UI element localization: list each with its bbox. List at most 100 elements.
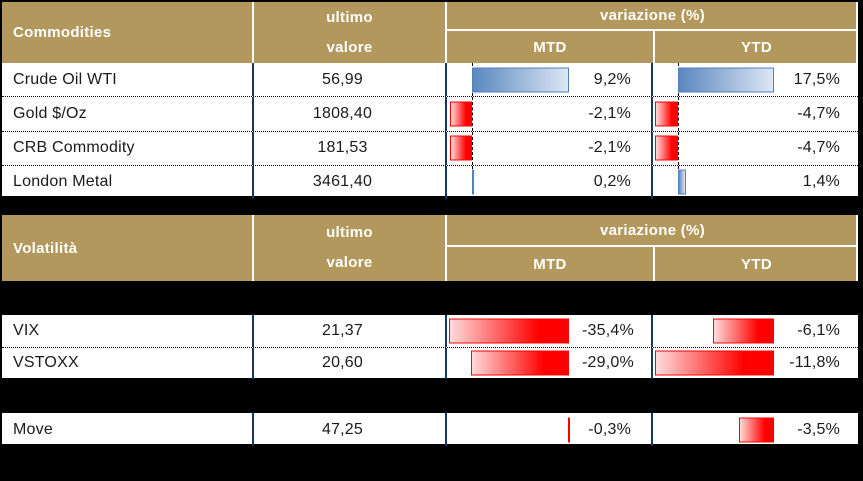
- ytd-header: YTD: [653, 247, 858, 281]
- mtd-bar-track: [447, 165, 582, 199]
- last-value: 1808,40: [252, 97, 445, 131]
- variation-header: variazione (%): [447, 215, 858, 247]
- mtd-variation-cell: 0,2%: [445, 165, 651, 199]
- volatility-title: Volatilità: [13, 239, 78, 257]
- mtd-negative-data-bar: [470, 350, 569, 376]
- ytd-variation-cell: 17,5%: [651, 63, 858, 97]
- commodities-title: Commodities: [13, 24, 112, 41]
- mtd-header: MTD: [533, 255, 567, 273]
- last-value: 181,53: [252, 131, 445, 165]
- mtd-change-value: -29,0%: [582, 354, 634, 372]
- ytd-negative-data-bar: [655, 350, 774, 376]
- ytd-variation-cell: -4,7%: [651, 97, 858, 131]
- mtd-bar-track: [447, 413, 582, 446]
- ytd-change-value: 17,5%: [793, 70, 840, 88]
- last-value-header: ultimo valore: [252, 215, 445, 281]
- variation-header-group: variazione (%) MTD YTD: [445, 2, 858, 63]
- table-row: London Metal 3461,40 0,2% 1,4%: [2, 164, 858, 199]
- ytd-negative-data-bar: [655, 101, 678, 127]
- ytd-bar-track: [653, 131, 789, 165]
- ytd-positive-data-bar: [678, 67, 775, 93]
- volatility-table: VIX 21,37 -35,4% -6,1% VSTOXX 20,60 -29,0% -11,…: [2, 315, 858, 380]
- last-value: 56,99: [252, 63, 445, 97]
- mtd-bar-track: [447, 348, 582, 380]
- mtd-bar-track: [447, 131, 582, 165]
- commodities-table: Crude Oil WTI 56,99 9,2% 17,5% Gold $/Oz 1808…: [2, 63, 858, 199]
- table-row: VIX 21,37 -35,4% -6,1%: [2, 315, 858, 347]
- ytd-variation-cell: -6,1%: [651, 315, 858, 347]
- ytd-change-value: -3,5%: [797, 420, 840, 438]
- ytd-header: YTD: [653, 31, 858, 63]
- ytd-variation-cell: -3,5%: [651, 413, 858, 446]
- table-row: Crude Oil WTI 56,99 9,2% 17,5%: [2, 63, 858, 97]
- variation-header-group: variazione (%) MTD YTD: [445, 215, 858, 281]
- ytd-positive-data-bar: [678, 169, 686, 195]
- zero-axis-line: [678, 97, 679, 131]
- ytd-bar-track: [653, 315, 789, 347]
- mtd-variation-cell: -0,3%: [445, 413, 651, 446]
- mtd-change-value: 0,2%: [593, 173, 631, 191]
- zero-axis-line: [472, 97, 473, 131]
- table-row: CRB Commodity 181,53 -2,1% -4,7%: [2, 130, 858, 165]
- zero-axis-line: [472, 131, 473, 165]
- last-value: 21,37: [252, 315, 445, 347]
- ytd-variation-cell: 1,4%: [651, 165, 858, 199]
- ytd-bar-track: [653, 413, 789, 446]
- ytd-change-value: -4,7%: [797, 139, 840, 157]
- mtd-bar-track: [447, 97, 582, 131]
- ytd-bar-track: [653, 63, 789, 97]
- mtd-variation-cell: 9,2%: [445, 63, 651, 97]
- commodities-header: Commodities ultimo valore variazione (%)…: [2, 2, 858, 63]
- mtd-negative-data-bar: [567, 417, 570, 442]
- ytd-bar-track: [653, 165, 789, 199]
- ytd-negative-data-bar: [655, 135, 678, 161]
- variation-header: variazione (%): [447, 2, 858, 31]
- instrument-name: Move: [13, 420, 53, 438]
- mtd-negative-data-bar: [449, 318, 569, 344]
- ytd-change-value: -11,8%: [789, 354, 840, 372]
- mtd-variation-cell: -35,4%: [445, 315, 651, 347]
- last-value: 20,60: [252, 347, 445, 379]
- mtd-variation-cell: -2,1%: [445, 97, 651, 131]
- last-value: 3461,40: [252, 165, 445, 199]
- instrument-name: London Metal: [13, 173, 113, 191]
- last-value-header: ultimo valore: [252, 2, 445, 63]
- last-value-header-line1: ultimo: [326, 8, 373, 26]
- ytd-change-value: -6,1%: [797, 321, 840, 339]
- mtd-change-value: -35,4%: [582, 321, 634, 339]
- last-value: 47,25: [252, 413, 445, 446]
- table-row: VSTOXX 20,60 -29,0% -11,8%: [2, 346, 858, 380]
- mtd-change-value: 9,2%: [593, 70, 631, 88]
- instrument-name: Gold $/Oz: [13, 104, 87, 122]
- ytd-change-value: -4,7%: [797, 104, 840, 122]
- mtd-bar-track: [447, 63, 582, 97]
- mtd-negative-data-bar: [449, 101, 472, 127]
- last-value-header-line2: valore: [326, 254, 373, 271]
- ytd-variation-cell: -11,8%: [651, 347, 858, 380]
- mtd-negative-data-bar: [449, 135, 472, 161]
- volatility-header: Volatilità ultimo valore variazione (%) …: [2, 215, 858, 281]
- mtd-change-value: -0,3%: [588, 420, 631, 438]
- table-row: Gold $/Oz 1808,40 -2,1% -4,7%: [2, 96, 858, 131]
- last-value-header-line1: ultimo: [326, 224, 373, 241]
- mtd-positive-data-bar: [472, 67, 569, 93]
- instrument-name: VIX: [13, 321, 40, 339]
- move-table: Move 47,25 -0,3% -3,5%: [2, 413, 858, 446]
- ytd-negative-data-bar: [738, 417, 774, 442]
- last-value-header-line2: valore: [326, 38, 373, 56]
- mtd-change-value: -2,1%: [588, 104, 631, 122]
- table-row: Move 47,25 -0,3% -3,5%: [2, 413, 858, 446]
- mtd-change-value: -2,1%: [588, 139, 631, 157]
- mtd-bar-track: [447, 315, 582, 347]
- mtd-variation-cell: -2,1%: [445, 131, 651, 165]
- mtd-positive-data-bar: [472, 169, 475, 195]
- ytd-bar-track: [653, 97, 789, 131]
- mtd-variation-cell: -29,0%: [445, 347, 651, 380]
- zero-axis-line: [678, 131, 679, 165]
- ytd-negative-data-bar: [712, 318, 774, 344]
- mtd-header: MTD: [533, 38, 567, 56]
- instrument-name: Crude Oil WTI: [13, 70, 117, 88]
- ytd-bar-track: [653, 348, 789, 380]
- instrument-name: VSTOXX: [13, 354, 79, 372]
